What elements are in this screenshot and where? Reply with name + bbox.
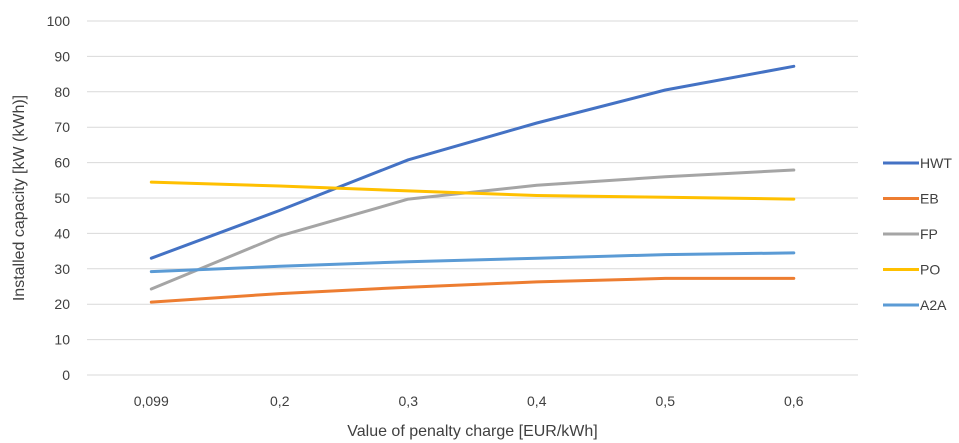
series-line-a2a: [149, 251, 796, 274]
legend-label-eb: EB: [920, 191, 939, 207]
y-axis-title: Installed capacity [kW (kWh)]: [11, 95, 28, 301]
y-tick-label: 10: [54, 332, 70, 348]
y-tick-label: 70: [54, 119, 70, 135]
y-tick-label: 20: [54, 296, 70, 312]
y-axis-tick-labels: 0 10 20 30 40 50 60 70 80 90 100: [47, 13, 71, 383]
legend-label-a2a: A2A: [920, 297, 947, 313]
y-tick-label: 30: [54, 261, 70, 277]
series-line-hwt: [149, 64, 796, 260]
x-tick-label: 0,2: [270, 393, 290, 409]
y-tick-label: 90: [54, 48, 70, 64]
x-tick-label: 0,4: [527, 393, 547, 409]
series-line-eb: [149, 276, 796, 304]
y-tick-label: 100: [47, 13, 71, 29]
series-line-fp: [149, 168, 796, 291]
y-tick-label: 60: [54, 155, 70, 171]
x-tick-label: 0,3: [399, 393, 419, 409]
series-line-po: [149, 180, 796, 201]
y-tick-label: 50: [54, 190, 70, 206]
x-tick-label: 0,099: [134, 393, 169, 409]
x-axis-tick-labels: 0,099 0,2 0,3 0,4 0,5 0,6: [134, 393, 804, 409]
series-lines: [149, 64, 796, 304]
legend-label-hwt: HWT: [920, 155, 952, 171]
gridlines: [87, 20, 858, 376]
y-tick-label: 80: [54, 84, 70, 100]
legend-label-fp: FP: [920, 226, 938, 242]
x-axis-title: Value of penalty charge [EUR/kWh]: [347, 423, 598, 440]
legend-label-po: PO: [920, 262, 940, 278]
legend: HWT EB FP PO A2A: [883, 155, 952, 313]
x-tick-label: 0,5: [656, 393, 676, 409]
y-tick-label: 40: [54, 225, 70, 241]
y-tick-label: 0: [62, 367, 70, 383]
x-tick-label: 0,6: [784, 393, 804, 409]
